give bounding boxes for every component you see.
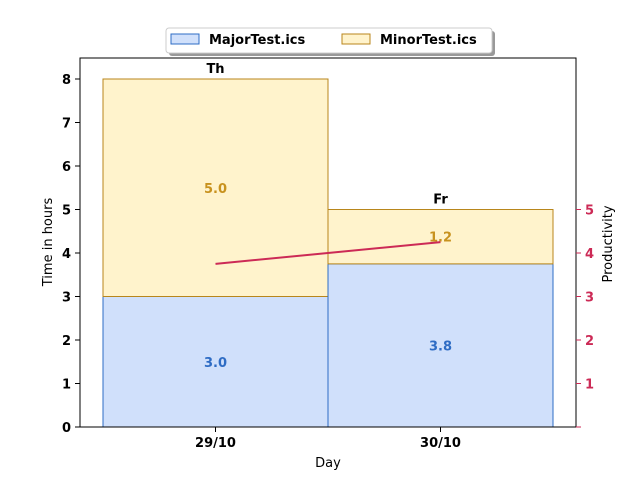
x-tick-label: 29/10	[195, 436, 236, 451]
legend-swatch-majortest	[170, 33, 200, 45]
x-tick-label: 30/10	[420, 436, 461, 451]
y-tick-label: 6	[62, 160, 71, 175]
y-tick-label: 3	[62, 291, 71, 306]
right-y-tick-label: 4	[585, 247, 594, 262]
y-tick-label: 5	[62, 204, 71, 219]
legend: MajorTest.ics MinorTest.ics	[165, 27, 495, 56]
legend-label-majortest: MajorTest.ics	[209, 33, 306, 48]
legend-label-minortest: MinorTest.ics	[380, 33, 477, 48]
right-y-axis: 1 2 3 4 5	[576, 204, 594, 428]
y-tick-label: 2	[62, 334, 71, 349]
left-y-axis: 0 1 2 3 4 5 6 7 8	[62, 73, 80, 436]
legend-box	[165, 27, 493, 54]
legend-swatch-minortest	[341, 33, 371, 45]
bar-value-majortest-0: 3.0	[204, 356, 227, 371]
day-label-0: Th	[206, 62, 224, 77]
y-tick-label: 0	[62, 421, 71, 436]
right-y-tick-label: 1	[585, 378, 594, 393]
right-y-axis-label: Productivity	[601, 205, 616, 282]
x-axis-label: Day	[315, 456, 341, 471]
y-axis-label: Time in hours	[41, 198, 56, 288]
plot-frame	[79, 57, 577, 428]
bar-value-minortest-0: 5.0	[204, 182, 227, 197]
y-tick-label: 4	[62, 247, 71, 262]
right-y-tick-label: 5	[585, 204, 594, 219]
bar-majortest-0	[102, 296, 329, 428]
bar-minortest-1	[327, 209, 554, 265]
y-tick-label: 7	[62, 117, 71, 132]
y-tick-label: 1	[62, 378, 71, 393]
bar-value-majortest-1: 3.8	[429, 339, 452, 354]
productivity-line	[215, 241, 441, 265]
right-y-tick-label: 2	[585, 334, 594, 349]
right-y-tick-label: 3	[585, 291, 594, 306]
x-axis: 29/10 30/10	[195, 427, 461, 451]
productivity-line-layer	[215, 241, 441, 265]
day-label-1: Fr	[433, 193, 448, 208]
bar-minortest-0	[102, 78, 329, 297]
y-tick-label: 8	[62, 73, 71, 88]
